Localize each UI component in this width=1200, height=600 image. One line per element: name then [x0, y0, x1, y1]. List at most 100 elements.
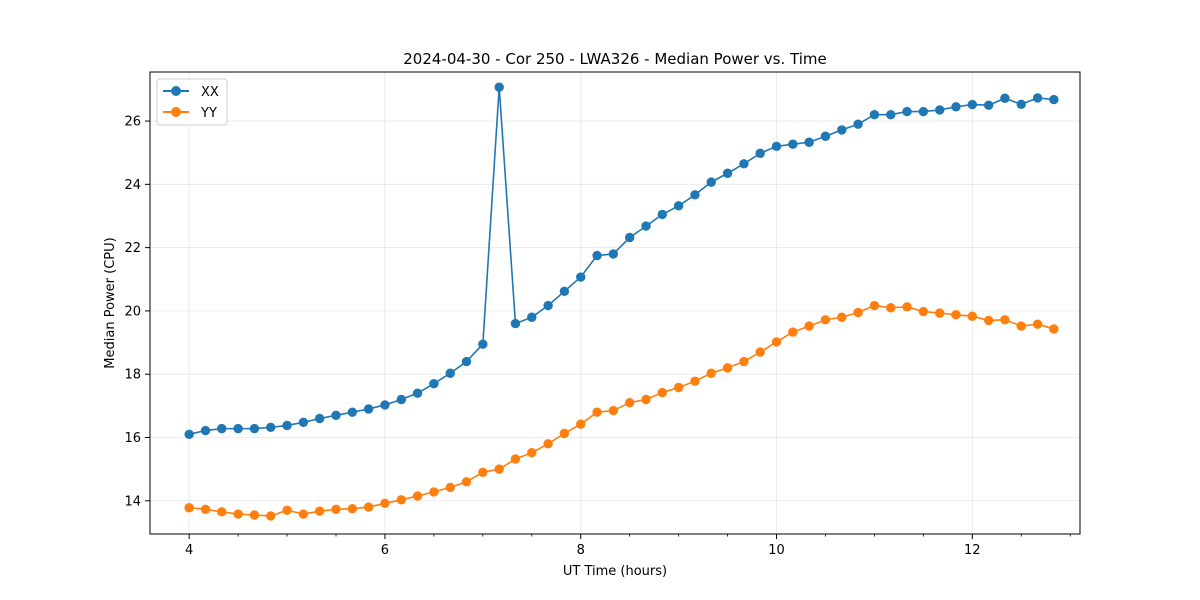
data-point-yy: [445, 482, 455, 493]
y-tick-label: 20: [124, 304, 141, 319]
data-point-xx: [983, 100, 994, 110]
data-point-xx: [755, 148, 765, 159]
data-point-yy: [494, 464, 504, 474]
data-point-yy: [788, 327, 798, 337]
data-point-yy: [983, 315, 994, 326]
data-point-xx: [690, 190, 700, 200]
x-tick-label: 6: [381, 543, 389, 558]
data-point-yy: [559, 428, 570, 439]
data-point-yy: [592, 407, 602, 417]
data-point-xx: [298, 417, 309, 427]
data-point-yy: [478, 467, 488, 477]
data-point-yy: [902, 302, 912, 312]
data-point-xx: [820, 131, 831, 141]
data-point-xx: [869, 110, 880, 120]
data-point-xx: [249, 423, 260, 434]
data-point-xx: [788, 139, 798, 149]
x-tick-label: 10: [768, 543, 785, 558]
data-point-yy: [266, 511, 276, 521]
data-point-yy: [1049, 324, 1059, 334]
data-point-yy: [347, 503, 358, 514]
data-point-xx: [1000, 93, 1010, 103]
data-point-yy: [576, 419, 586, 429]
gridlines: [150, 72, 1080, 534]
data-point-yy: [363, 502, 374, 512]
data-point-xx: [478, 339, 488, 349]
data-point-yy: [853, 307, 863, 318]
data-point-xx: [314, 413, 325, 424]
data-point-yy: [1016, 321, 1026, 331]
data-point-xx: [494, 82, 504, 92]
data-point-yy: [641, 394, 651, 405]
data-point-yy: [951, 310, 961, 320]
data-point-xx: [217, 423, 227, 434]
data-point-xx: [902, 106, 912, 117]
legend-label-yy: YY: [200, 106, 217, 121]
data-point-yy: [886, 303, 896, 313]
data-point-xx: [935, 105, 945, 115]
data-point-yy: [967, 311, 978, 321]
data-point-yy: [233, 509, 243, 519]
data-point-xx: [608, 249, 619, 259]
data-point-xx: [592, 250, 602, 261]
data-point-yy: [657, 387, 667, 398]
data-point-yy: [429, 487, 439, 497]
data-point-yy: [380, 498, 390, 509]
data-point-xx: [527, 312, 537, 322]
data-point-yy: [543, 439, 553, 449]
data-point-yy: [461, 477, 472, 487]
data-point-xx: [837, 125, 847, 135]
data-point-xx: [347, 407, 358, 417]
y-tick-label: 24: [124, 178, 141, 193]
data-point-yy: [739, 356, 749, 367]
data-point-xx: [641, 221, 651, 231]
data-point-xx: [967, 99, 978, 110]
data-point-yy: [690, 376, 700, 386]
y-tick-label: 18: [124, 368, 141, 383]
data-point-yy: [706, 368, 716, 378]
plot-frame: [149, 71, 1081, 535]
x-tick-label: 12: [964, 543, 981, 558]
data-point-yy: [184, 503, 194, 513]
data-point-xx: [510, 318, 521, 329]
data-point-yy: [314, 506, 325, 516]
data-point-yy: [771, 337, 782, 347]
data-point-xx: [739, 159, 749, 169]
data-point-xx: [184, 429, 194, 440]
data-point-xx: [559, 286, 570, 296]
data-point-yy: [837, 312, 847, 322]
data-point-yy: [298, 509, 309, 519]
data-point-xx: [657, 209, 667, 220]
data-point-yy: [624, 397, 635, 408]
legend: XX YY: [156, 78, 228, 126]
data-point-yy: [527, 447, 537, 458]
y-axis-label: Median Power (CPU): [103, 237, 118, 368]
data-point-xx: [331, 410, 341, 421]
data-point-xx: [282, 420, 292, 431]
data-point-xx: [771, 141, 782, 152]
data-point-yy: [396, 495, 406, 505]
x-axis-label: UT Time (hours): [563, 564, 667, 579]
legend-label-xx: XX: [201, 85, 219, 100]
legend-marker-yy: [171, 107, 181, 117]
legend-marker-xx: [171, 86, 181, 96]
data-point-yy: [1000, 315, 1010, 325]
data-point-xx: [266, 422, 276, 433]
data-point-yy: [510, 454, 521, 464]
data-point-xx: [233, 423, 243, 434]
data-point-xx: [363, 404, 374, 414]
data-point-xx: [853, 119, 863, 129]
data-point-xx: [706, 177, 716, 187]
y-tick-label: 14: [124, 494, 141, 509]
axis-ticks: 4 6 8 10 12 14 16 18 20 22 24 26: [124, 115, 1071, 558]
data-point-yy: [804, 321, 814, 331]
data-point-xx: [886, 110, 896, 120]
data-point-yy: [869, 300, 880, 311]
data-point-xx: [1016, 99, 1026, 109]
data-point-yy: [608, 405, 619, 416]
data-point-yy: [722, 363, 733, 373]
data-point-yy: [217, 507, 227, 517]
data-point-yy: [249, 510, 260, 520]
data-point-yy: [673, 382, 684, 393]
